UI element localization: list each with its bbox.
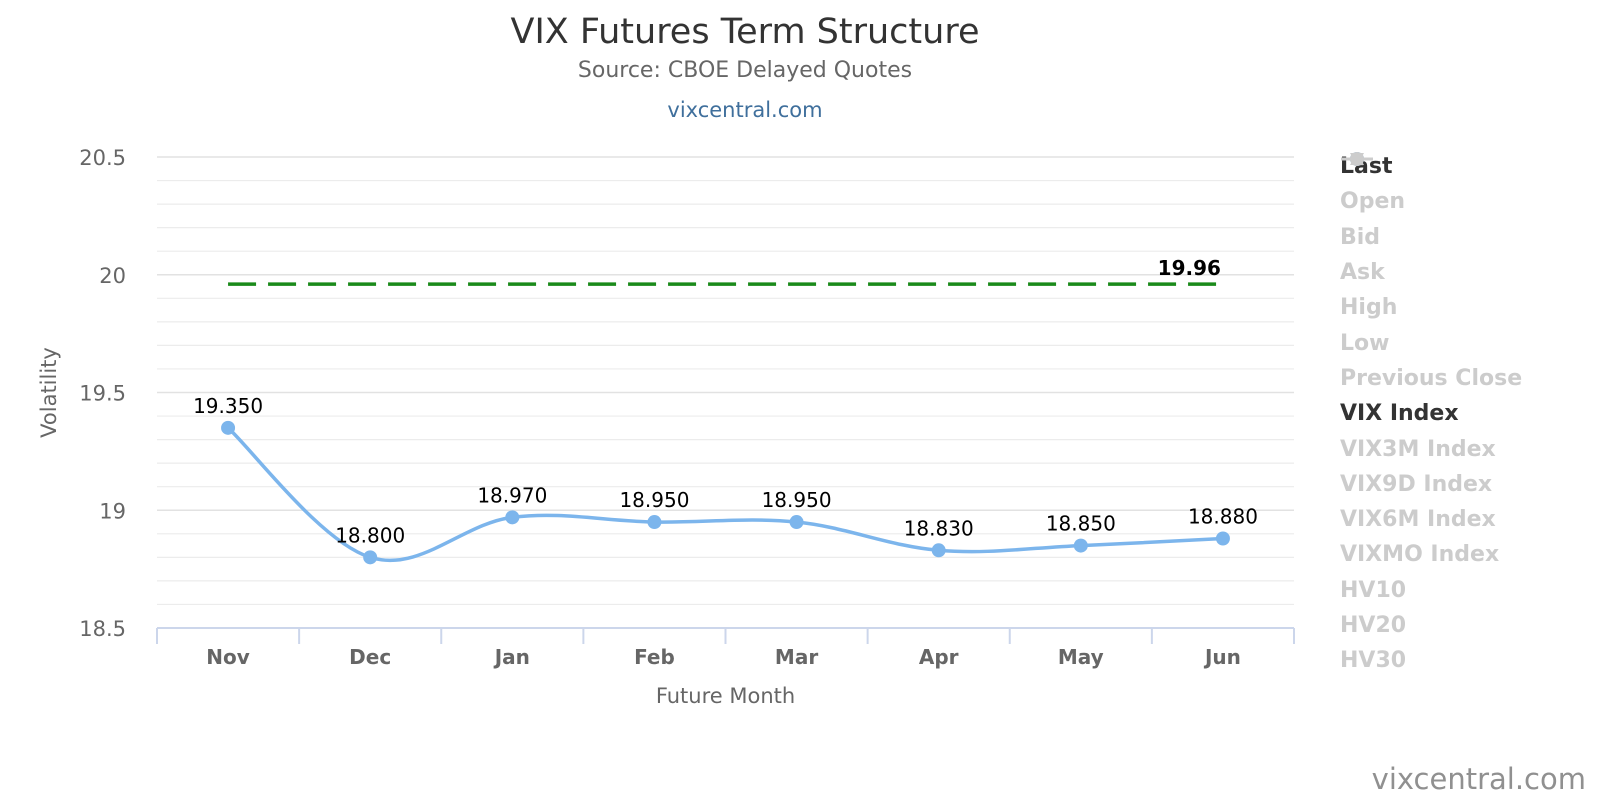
legend-item-last[interactable]: Last	[1340, 149, 1590, 184]
legend-symbol-icon	[1341, 157, 1373, 161]
legend-item-open[interactable]: Open	[1340, 152, 1590, 219]
x-axis: Nov Dec Jan Feb Mar Apr May Jun Future Month	[156, 627, 1295, 708]
y-tick-label: 19	[99, 499, 126, 523]
legend-label: VIX9D Index	[1340, 471, 1493, 497]
legend-label: HV30	[1340, 648, 1407, 674]
y-tick-label: 20.5	[79, 146, 126, 170]
legend-label: VIX6M Index	[1340, 507, 1496, 533]
series-last-point	[1215, 531, 1230, 546]
series-last-point	[505, 510, 520, 525]
legend-item-vix3m-index[interactable]: VIX3M Index	[1340, 157, 1590, 466]
legend-label: Open	[1340, 189, 1406, 215]
legend-label: HV10	[1340, 577, 1407, 603]
grid-lines	[157, 156, 1294, 606]
data-label: 18.950	[762, 488, 832, 512]
series-last-point	[647, 515, 662, 530]
legend-label: HV20	[1340, 613, 1407, 638]
data-labels-layer: 19.350 18.800 18.970 18.950 18.950 18.830 18.8…	[193, 256, 1258, 547]
data-label: 18.950	[619, 488, 689, 512]
legend-item-ask[interactable]: Ask	[1340, 152, 1590, 290]
data-label: 19.350	[193, 394, 263, 418]
credit-text: vixcentral.com	[1371, 762, 1586, 796]
data-label: 18.830	[904, 516, 974, 540]
x-tick-label: Jan	[493, 645, 530, 669]
y-axis: 18.5 19 19.5 20 20.5 Volatility	[37, 146, 126, 641]
x-tick-label: Mar	[775, 645, 818, 669]
legend-item-vix6m-index[interactable]: VIX6M Index	[1340, 157, 1590, 537]
series-last-point	[789, 515, 804, 530]
y-tick-label: 18.5	[79, 617, 126, 641]
x-tick-label: May	[1058, 645, 1104, 669]
y-tick-label: 19.5	[79, 382, 126, 406]
legend-item-previous-close[interactable]: Previous Close	[1340, 152, 1590, 396]
data-label: 18.800	[335, 523, 405, 547]
x-tick-label: Apr	[919, 645, 959, 669]
series-layer	[221, 282, 1230, 565]
legend-label: VIXMO Index	[1340, 542, 1500, 568]
vix-index-end-label: 19.96	[1158, 256, 1221, 280]
legend-label: Low	[1340, 330, 1390, 356]
chart-title: VIX Futures Term Structure	[510, 12, 980, 52]
x-tick-label: Jun	[1203, 645, 1241, 669]
legend-label: High	[1340, 295, 1398, 321]
legend-label: Ask	[1340, 260, 1385, 286]
chart-legend: Last Open Bid Ask High Low Previous Close VIX I…	[1340, 149, 1590, 678]
y-tick-label: 20	[99, 264, 126, 288]
legend-symbol-icon	[1341, 157, 1373, 161]
legend-item-bid[interactable]: Bid	[1340, 153, 1590, 255]
legend-label: VIX3M Index	[1340, 436, 1496, 462]
legend-item-vixmo-index[interactable]: VIXMO Index	[1340, 157, 1590, 572]
legend-item-high[interactable]: High	[1340, 153, 1590, 325]
data-label: 18.970	[477, 483, 547, 507]
source-link[interactable]: vixcentral.com	[667, 98, 823, 122]
series-last-point	[931, 543, 946, 558]
series-last-point	[363, 550, 378, 565]
x-tick-label: Feb	[634, 645, 675, 669]
term-structure-chart: Nov Dec Jan Feb Mar Apr May Jun Future Month 18.…	[37, 146, 1295, 708]
legend-item-low[interactable]: Low	[1340, 152, 1590, 360]
x-tick-label: Dec	[349, 645, 391, 669]
legend-label: VIX Index	[1340, 401, 1459, 427]
legend-label: Previous Close	[1340, 365, 1523, 391]
x-tick-label: Nov	[206, 645, 250, 669]
legend-item-hv30[interactable]: HV30	[1340, 157, 1590, 678]
legend-item-hv20[interactable]: HV20	[1340, 157, 1590, 643]
chart-subtitle: Source: CBOE Delayed Quotes	[577, 58, 913, 83]
x-axis-title: Future Month	[656, 684, 795, 708]
data-label: 18.850	[1046, 512, 1116, 536]
legend-label: Bid	[1340, 224, 1381, 250]
legend-item-vix-index[interactable]: VIX Index	[1340, 157, 1590, 431]
data-label: 18.880	[1188, 505, 1258, 529]
series-last-point	[221, 420, 236, 435]
legend-item-hv10[interactable]: HV10	[1340, 157, 1590, 608]
y-axis-title: Volatility	[37, 347, 61, 438]
series-last-point	[1073, 538, 1088, 553]
legend-item-vix9d-index[interactable]: VIX9D Index	[1340, 157, 1590, 502]
